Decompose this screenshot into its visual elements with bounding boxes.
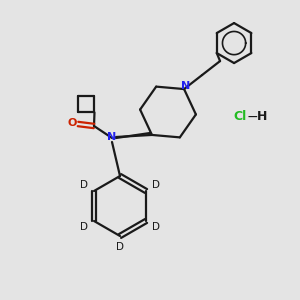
Text: N: N — [107, 132, 117, 142]
Text: N: N — [182, 81, 191, 91]
Text: Cl: Cl — [233, 110, 247, 124]
Text: H: H — [257, 110, 267, 124]
Text: D: D — [80, 221, 88, 232]
Text: D: D — [152, 181, 160, 190]
Text: D: D — [80, 181, 88, 190]
Text: −: − — [246, 110, 258, 124]
Text: D: D — [116, 242, 124, 252]
Text: D: D — [152, 221, 160, 232]
Text: O: O — [67, 118, 77, 128]
